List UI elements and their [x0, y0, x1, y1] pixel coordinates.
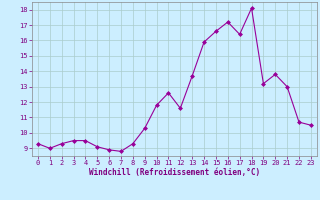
X-axis label: Windchill (Refroidissement éolien,°C): Windchill (Refroidissement éolien,°C) — [89, 168, 260, 177]
